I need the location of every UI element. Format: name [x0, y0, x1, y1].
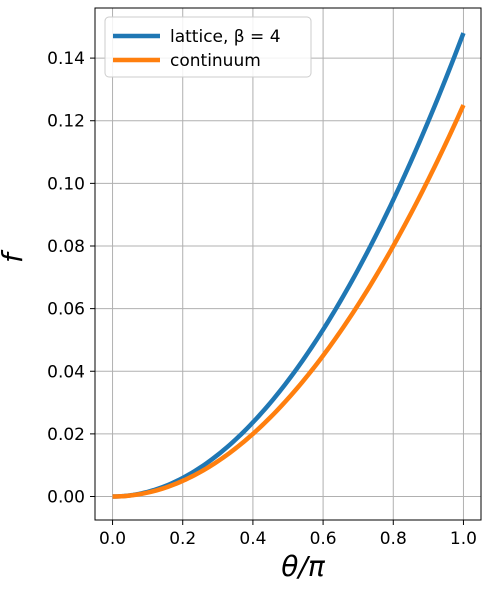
x-axis-label: θ/π: [281, 550, 326, 583]
y-tick-label: 0.06: [47, 300, 85, 320]
y-tick-label: 0.14: [47, 49, 85, 69]
grid-lines: [95, 8, 481, 520]
x-tick-label: 1.0: [450, 529, 477, 549]
legend: lattice, β = 4 continuum: [104, 16, 312, 78]
y-tick-label: 0.12: [47, 112, 85, 132]
y-tick-label: 0.04: [47, 362, 85, 382]
legend-label: continuum: [170, 51, 261, 71]
y-tick-label: 0.08: [47, 237, 85, 257]
series-line-lattice: [112, 32, 466, 499]
y-tick-label: 0.00: [47, 488, 85, 508]
series-line-continuum: [112, 104, 466, 499]
x-tick-label: 0.0: [99, 529, 126, 549]
y-axis-label: f: [0, 249, 29, 263]
x-tick-label: 0.4: [239, 529, 266, 549]
x-tick-label: 0.6: [310, 529, 337, 549]
axes: 0.0 0.2 0.4 0.6 0.8 1.0 0.00 0.02 0.04 0.06 0.08 0.…: [47, 7, 482, 549]
x-tick-label: 0.2: [169, 529, 196, 549]
y-tick-label: 0.10: [47, 174, 85, 194]
plot-frame: [94, 7, 482, 521]
series-lines: [112, 32, 466, 499]
legend-label: lattice, β = 4: [170, 27, 281, 47]
y-tick-label: 0.02: [47, 425, 85, 445]
x-tick-label: 0.8: [380, 529, 407, 549]
axis-labels: θ/π f: [0, 249, 326, 583]
